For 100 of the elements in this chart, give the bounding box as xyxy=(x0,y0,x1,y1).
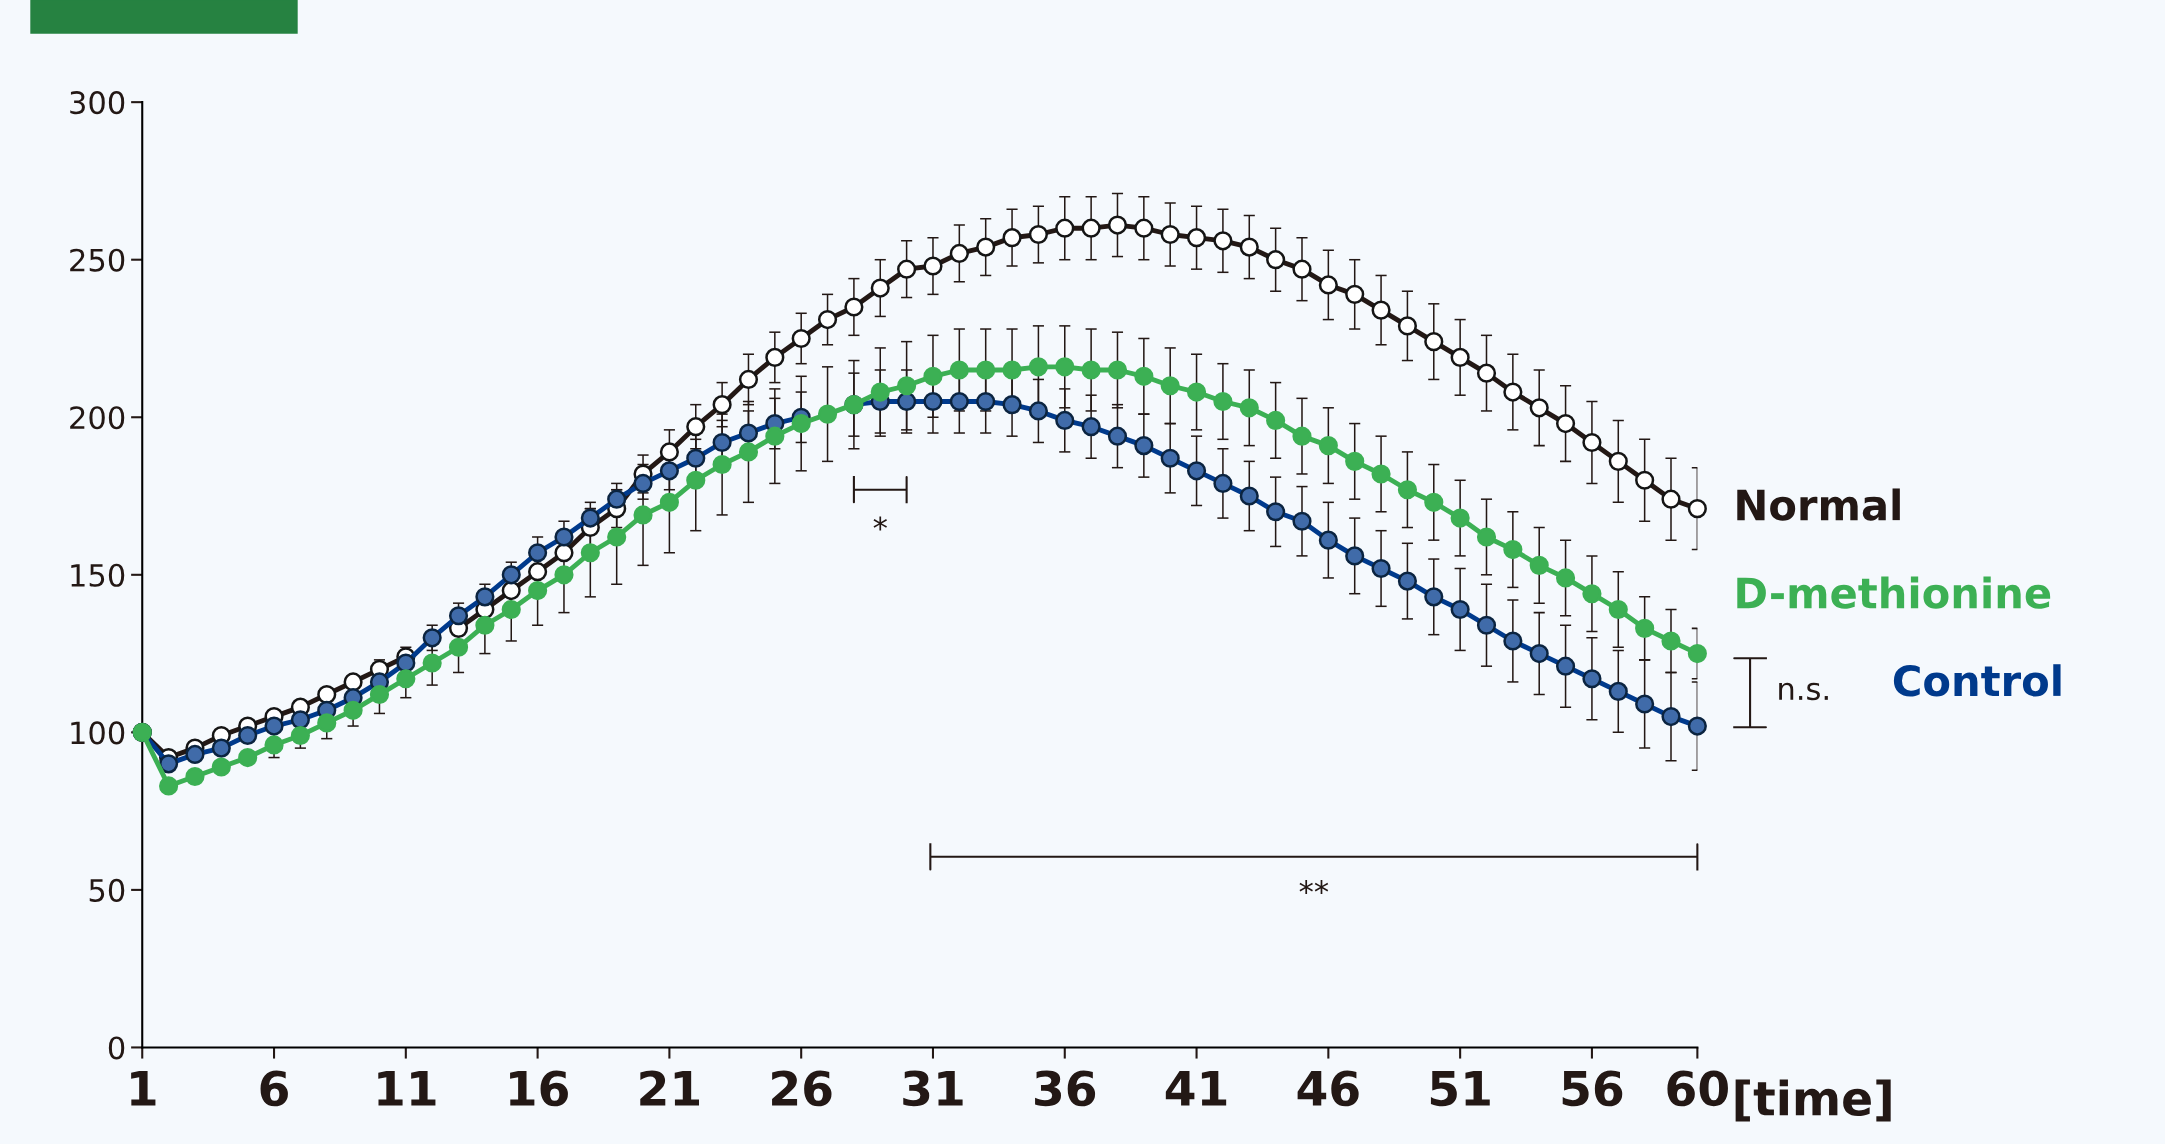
point xyxy=(923,256,943,276)
point xyxy=(1635,470,1655,490)
point xyxy=(923,366,943,386)
point xyxy=(448,637,469,657)
point xyxy=(738,369,759,390)
point xyxy=(1002,360,1022,380)
point xyxy=(1186,228,1207,248)
point xyxy=(1318,275,1338,295)
x-tick-label: 6 xyxy=(260,1070,288,1107)
point xyxy=(501,580,521,601)
point xyxy=(1186,382,1207,402)
text: n.s. xyxy=(1779,682,1828,701)
point xyxy=(817,404,838,424)
point xyxy=(1582,584,1602,604)
x-tick-label: 60 xyxy=(1667,1070,1728,1107)
point xyxy=(1529,555,1549,575)
point xyxy=(290,725,310,746)
point xyxy=(343,700,363,720)
point xyxy=(1503,540,1523,560)
point xyxy=(659,492,679,512)
point xyxy=(1397,316,1417,336)
x-tick-label: 31 xyxy=(903,1070,963,1107)
point xyxy=(738,442,759,462)
point xyxy=(949,243,969,263)
y-tick-label: 250 xyxy=(70,248,125,272)
point xyxy=(1134,218,1154,238)
point xyxy=(607,527,627,547)
point xyxy=(1002,228,1022,248)
y-tick-label: 100 xyxy=(71,721,125,745)
y-tick-label: 50 xyxy=(89,878,125,902)
point xyxy=(501,599,521,620)
point xyxy=(1424,332,1444,352)
point xyxy=(580,543,600,563)
point xyxy=(554,565,574,585)
point xyxy=(1160,224,1180,245)
point xyxy=(1371,300,1391,320)
x-tick-label: 1 xyxy=(131,1071,156,1106)
point xyxy=(1107,215,1128,235)
point xyxy=(897,259,917,279)
point xyxy=(1608,451,1628,471)
point xyxy=(791,413,811,434)
point xyxy=(475,615,495,635)
point xyxy=(528,580,548,601)
point xyxy=(1134,366,1154,386)
y-tick-label: 300 xyxy=(70,91,125,115)
annotation: * xyxy=(873,516,887,531)
point xyxy=(1529,398,1549,418)
point xyxy=(791,328,811,349)
point xyxy=(211,757,231,777)
point xyxy=(1266,410,1286,430)
series-label: Normal xyxy=(1737,488,1900,521)
point xyxy=(712,454,732,475)
point xyxy=(817,309,838,330)
point xyxy=(1081,218,1101,238)
point xyxy=(1081,360,1101,380)
x-tick-label: 41 xyxy=(1165,1071,1227,1106)
point xyxy=(1476,363,1497,383)
point xyxy=(1661,489,1681,509)
point xyxy=(1292,426,1312,446)
point xyxy=(1555,413,1576,434)
x-tick-label: 16 xyxy=(510,1070,568,1107)
point xyxy=(1450,508,1470,528)
point xyxy=(1107,360,1128,380)
point xyxy=(317,713,337,733)
point xyxy=(528,562,548,582)
point xyxy=(765,426,785,446)
y-tick-label: 0 xyxy=(108,1036,125,1060)
point xyxy=(554,543,574,563)
x-tick-label: 36 xyxy=(1035,1070,1096,1107)
x-tick-label: 21 xyxy=(640,1070,700,1106)
point xyxy=(1582,432,1602,453)
point xyxy=(1635,618,1655,638)
point xyxy=(1345,284,1365,304)
series-label: D-methionine xyxy=(1737,576,2051,609)
point xyxy=(1371,464,1391,484)
point xyxy=(659,442,679,462)
point xyxy=(765,347,785,367)
point xyxy=(870,382,890,402)
point xyxy=(1055,357,1075,377)
point xyxy=(1318,436,1338,456)
point xyxy=(396,669,416,689)
point xyxy=(1687,499,1707,519)
point xyxy=(317,684,337,705)
y-tick-label: 200 xyxy=(70,406,125,430)
point xyxy=(369,684,390,705)
x-tick-label: 26 xyxy=(772,1070,832,1107)
point xyxy=(1476,527,1497,547)
text: Control xyxy=(1893,664,2061,697)
point xyxy=(343,672,363,692)
point xyxy=(1028,357,1048,377)
point xyxy=(1608,599,1628,620)
point xyxy=(1213,231,1233,251)
point xyxy=(238,747,258,768)
point xyxy=(1687,643,1707,664)
point xyxy=(1055,218,1075,238)
point xyxy=(1503,382,1523,402)
x-axis-title: [time] xyxy=(1735,1079,1891,1122)
point xyxy=(686,470,706,490)
point xyxy=(1424,492,1444,512)
point xyxy=(633,505,653,525)
